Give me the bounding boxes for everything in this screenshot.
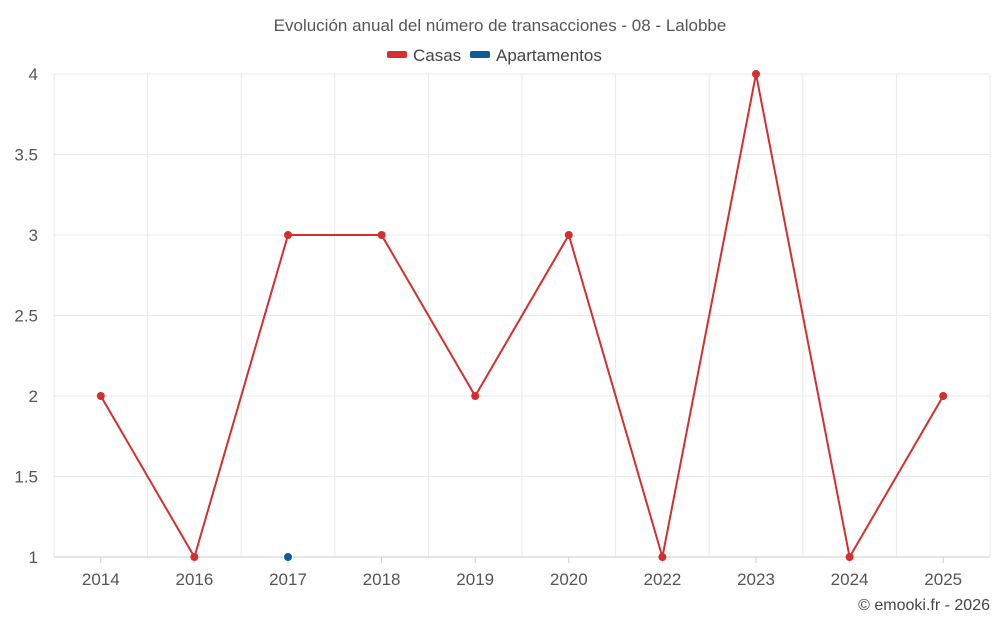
x-tick-label: 2024 [831, 570, 869, 589]
data-point-casas[interactable] [284, 231, 292, 239]
data-point-casas[interactable] [471, 392, 480, 400]
x-tick-label: 2022 [643, 570, 681, 589]
data-point-casas[interactable] [658, 553, 667, 561]
axes: 1 1.5 2 2.5 3 3.5 4 2014 2016 2017 2018 2019 2020 202… [14, 65, 990, 589]
data-point-casas[interactable] [752, 70, 760, 78]
legend-item-apartamentos[interactable]: Apartamentos [470, 46, 602, 65]
series-line-casas [99, 73, 945, 558]
x-tick-label: 2025 [924, 570, 962, 589]
chart-title: Evolución anual del número de transaccio… [274, 16, 727, 35]
y-tick-label: 3 [29, 226, 38, 245]
x-tick-label: 2017 [269, 570, 307, 589]
legend-label-apartamentos: Apartamentos [496, 46, 602, 65]
x-tick-label: 2023 [737, 570, 775, 589]
legend-swatch-casas [387, 51, 407, 58]
legend-label-casas: Casas [413, 46, 461, 65]
data-point-casas[interactable] [377, 231, 386, 239]
x-tick-label: 2014 [82, 570, 120, 589]
series [96, 70, 948, 561]
data-point-casas[interactable] [939, 392, 948, 400]
legend-swatch-apartamentos [470, 51, 490, 58]
data-point-casas[interactable] [845, 553, 854, 561]
data-point-casas[interactable] [96, 392, 105, 400]
x-tick-label: 2020 [550, 570, 588, 589]
y-tick-label: 2.5 [14, 307, 38, 326]
y-tick-label: 2 [29, 387, 38, 406]
legend-item-casas[interactable]: Casas [387, 46, 461, 65]
y-tick-label: 4 [29, 65, 38, 84]
y-tick-label: 1 [29, 548, 38, 567]
x-tick-label: 2018 [363, 570, 401, 589]
legend: Casas Apartamentos [387, 46, 602, 65]
credit-text: © emooki.fr - 2026 [858, 597, 990, 614]
data-point-apartamentos[interactable] [284, 553, 292, 561]
x-tick-label: 2019 [456, 570, 494, 589]
data-point-casas[interactable] [564, 231, 573, 239]
y-tick-label: 3.5 [14, 146, 38, 165]
x-tick-label: 2016 [175, 570, 213, 589]
data-point-casas[interactable] [190, 553, 199, 561]
y-tick-label: 1.5 [14, 468, 38, 487]
